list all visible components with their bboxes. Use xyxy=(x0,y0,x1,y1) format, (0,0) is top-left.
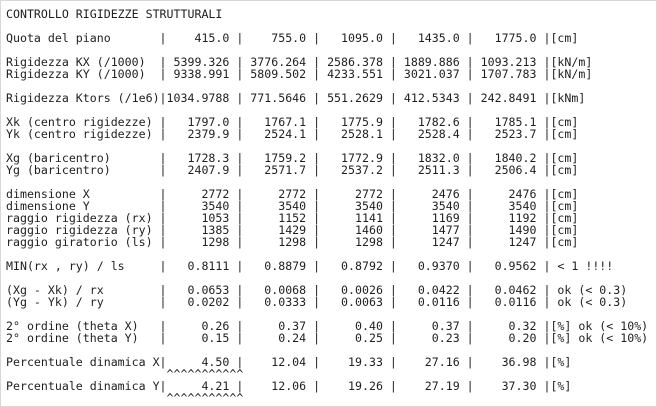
output-line: (Xg - Xk) / rx | 0.0653 | 0.0068 | 0.002… xyxy=(6,283,628,297)
output-line: Rigidezza KY (/1000) | 9338.991 | 5809.5… xyxy=(6,67,593,81)
output-line: raggio rigidezza (rx) | 1053 | 1152 | 11… xyxy=(6,211,579,225)
output-line: Percentuale dinamica Y| 4.21 | 12.06 | 1… xyxy=(6,379,572,393)
output-line: ^^^^^^^^^^^ xyxy=(6,391,244,405)
output-line: 2° ordine (theta Y) | 0.15 | 0.24 | 0.25… xyxy=(6,331,649,345)
output-line: Rigidezza Ktors (/1e6)|1034.9788 | 771.5… xyxy=(6,91,586,105)
output-line: ^^^^^^^^^^^ xyxy=(6,367,244,381)
output-line: raggio giratorio (ls) | 1298 | 1298 | 12… xyxy=(6,235,579,249)
output-line: Yg (baricentro) | 2407.9 | 2571.7 | 2537… xyxy=(6,163,579,177)
output-line: (Yg - Yk) / ry | 0.0202 | 0.0333 | 0.006… xyxy=(6,295,628,309)
output-line: CONTROLLO RIGIDEZZE STRUTTURALI xyxy=(6,7,223,21)
output-line: dimensione X | 2772 | 2772 | 2772 | 2476… xyxy=(6,187,579,201)
output-line: Quota del piano | 415.0 | 755.0 | 1095.0… xyxy=(6,31,579,45)
output-line: Percentuale dinamica X| 4.50 | 12.04 | 1… xyxy=(6,355,572,369)
output-line: 2° ordine (theta X) | 0.26 | 0.37 | 0.40… xyxy=(6,319,649,333)
output-line: Xk (centro rigidezze) | 1797.0 | 1767.1 … xyxy=(6,115,579,129)
output-line: Rigidezza KX (/1000) | 5399.326 | 3776.2… xyxy=(6,55,593,69)
output-line: dimensione Y | 3540 | 3540 | 3540 | 3540… xyxy=(6,199,579,213)
output-line: Yk (centro rigidezze) | 2379.9 | 2524.1 … xyxy=(6,127,579,141)
output-line: raggio rigidezza (ry) | 1385 | 1429 | 14… xyxy=(6,223,579,237)
output-line: Xg (baricentro) | 1728.3 | 1759.2 | 1772… xyxy=(6,151,579,165)
output-line: MIN(rx , ry) / ls | 0.8111 | 0.8879 | 0.… xyxy=(6,259,614,273)
